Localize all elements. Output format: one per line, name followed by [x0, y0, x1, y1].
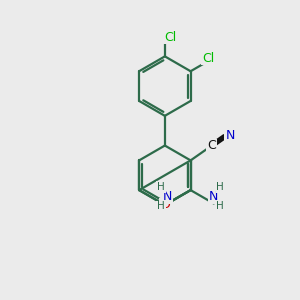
Text: H: H [157, 182, 165, 192]
Text: H: H [216, 202, 224, 212]
Text: Cl: Cl [202, 52, 214, 64]
Text: Cl: Cl [164, 31, 176, 44]
Text: H: H [157, 202, 165, 212]
Text: N: N [225, 129, 235, 142]
Text: N: N [209, 190, 218, 203]
Text: C: C [207, 140, 216, 152]
Text: H: H [216, 182, 224, 192]
Text: N: N [163, 190, 172, 203]
Text: O: O [160, 199, 170, 212]
